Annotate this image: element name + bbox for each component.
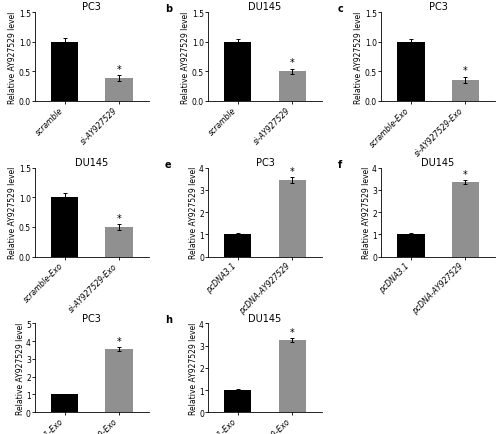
Bar [106, 79, 132, 102]
Bar [278, 72, 305, 102]
Title: PC3: PC3 [256, 158, 274, 168]
Title: DU145: DU145 [248, 313, 282, 323]
Text: *: * [116, 336, 121, 346]
Text: *: * [463, 169, 468, 179]
Title: PC3: PC3 [428, 2, 448, 12]
Bar [278, 181, 305, 257]
Y-axis label: Relative AY927529 level: Relative AY927529 level [182, 11, 190, 103]
Y-axis label: Relative AY927529 level: Relative AY927529 level [16, 322, 24, 414]
Bar [452, 183, 478, 257]
Text: *: * [463, 66, 468, 76]
Y-axis label: Relative AY927529 level: Relative AY927529 level [8, 167, 18, 259]
Text: c: c [338, 4, 344, 14]
Y-axis label: Relative AY927529 level: Relative AY927529 level [354, 11, 364, 103]
Text: *: * [290, 167, 294, 177]
Y-axis label: Relative AY927529 level: Relative AY927529 level [362, 167, 370, 259]
Title: DU145: DU145 [422, 158, 454, 168]
Y-axis label: Relative AY927529 level: Relative AY927529 level [188, 167, 198, 259]
Title: DU145: DU145 [76, 158, 108, 168]
Bar [52, 198, 78, 257]
Bar [278, 340, 305, 412]
Y-axis label: Relative AY927529 level: Relative AY927529 level [8, 11, 18, 103]
Text: *: * [116, 65, 121, 75]
Title: DU145: DU145 [248, 2, 282, 12]
Y-axis label: Relative AY927529 level: Relative AY927529 level [188, 322, 198, 414]
Bar [52, 43, 78, 102]
Text: *: * [290, 327, 294, 337]
Bar [398, 43, 424, 102]
Text: f: f [338, 159, 342, 169]
Title: PC3: PC3 [82, 313, 102, 323]
Text: h: h [165, 315, 172, 325]
Bar [398, 235, 424, 257]
Bar [106, 227, 132, 257]
Bar [224, 235, 252, 257]
Bar [452, 81, 478, 102]
Text: *: * [116, 214, 121, 224]
Bar [52, 395, 78, 412]
Title: PC3: PC3 [82, 2, 102, 12]
Text: b: b [165, 4, 172, 14]
Text: e: e [165, 159, 172, 169]
Bar [224, 390, 252, 412]
Bar [106, 349, 132, 412]
Text: *: * [290, 58, 294, 68]
Bar [224, 43, 252, 102]
